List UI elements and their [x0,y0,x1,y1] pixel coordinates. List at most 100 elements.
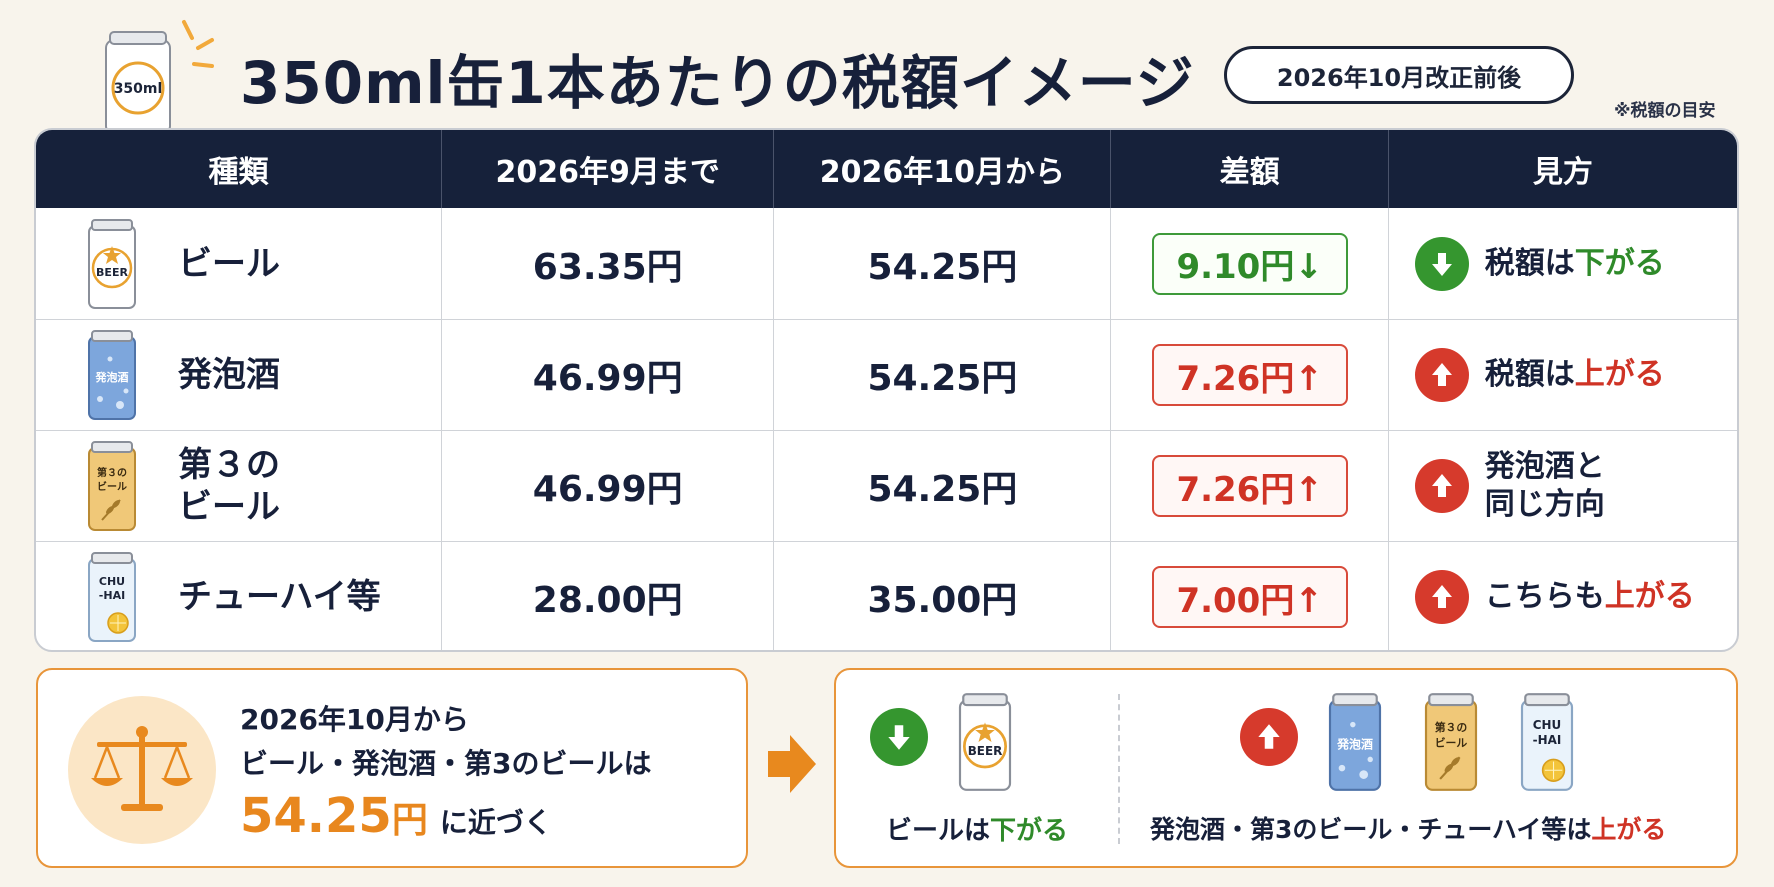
table-row: 第３の ビール 第３の ビール 46.99円 54.25円 7.26円↑ 発泡酒と… [36,430,1737,541]
view-emphasis: 上がる [1604,579,1695,614]
can-label: CHU [99,575,125,588]
can-label: 発泡酒 [1336,737,1373,752]
before-value: 46.99円 [442,431,775,541]
can-size-label: 350ml [114,81,163,97]
sparkle-icon [182,20,214,68]
diff-badge: 7.26円↑ [1151,344,1348,406]
arrow-up-icon [1414,459,1469,513]
summary-suffix: に近づく [439,806,552,839]
after-value: 54.25円 [774,431,1112,541]
arrow-up-icon [1414,570,1469,624]
balance-scale-icon [91,726,193,811]
can-label: 第３の [1435,720,1468,734]
can-label: ビール [1435,735,1468,749]
type-name: 発泡酒 [178,355,280,395]
table-row: 発泡酒 発泡酒 46.99円 54.25円 7.26円↑ 税額は上がる [36,319,1737,430]
caption-emphasis: 上がる [1591,815,1667,844]
type-cell: CHU -HAI チューハイ等 [36,542,443,650]
type-name: チューハイ等 [178,577,381,617]
beer-can-icon: BEER [958,693,1012,791]
can-label: ビール [97,480,127,493]
arrow-up-icon [1414,348,1469,402]
view-cell: 税額は上がる [1389,320,1737,430]
diff-cell: 7.26円↑ [1111,320,1389,430]
can-label: -HAI [1533,733,1562,747]
diff-badge: 7.00円↑ [1151,566,1348,628]
others-up-caption: 発泡酒・第3のビール・チューハイ等は上がる [1150,810,1666,846]
caption-prefix: 発泡酒・第3のビール・チューハイ等は [1150,815,1592,844]
column-header-after: 2026年10月から [774,130,1112,208]
tax-table: 種類 2026年9月まで 2026年10月から 差額 見方 BEER ビール 6… [34,128,1739,652]
arrow-down-icon [870,708,928,766]
view-text: 税額は上がる [1485,356,1665,394]
can-label: BEER [96,266,128,279]
arrow-down-icon [1414,236,1469,291]
beer-down-caption: ビールは下がる [886,810,1068,847]
view-line1: 発泡酒と [1484,449,1605,484]
target-value: 54.25 [240,788,392,844]
happoshu-can-icon: 発泡酒 [1328,693,1382,791]
beer-can-icon: BEER [88,218,136,309]
view-text: 税額は下がる [1485,245,1665,283]
diff-badge: 7.26円↑ [1151,455,1348,517]
summary-text: 2026年10月から ビール・発泡酒・第3のビールは 54.25 円 に近づく [240,698,651,844]
type-cell: 発泡酒 発泡酒 [36,320,443,430]
outcome-panel: BEER ビールは下がる 発泡酒 第３の ビール CHU -HAI 発泡酒・第3… [834,668,1738,868]
can-label: BEER [968,744,1003,758]
before-value: 46.99円 [442,320,775,430]
page-title: 350ml缶1本あたりの税額イメージ [240,49,1195,117]
can-label: 発泡酒 [95,370,129,384]
column-header-diff: 差額 [1111,130,1389,208]
target-unit: 円 [391,800,428,841]
type-name-line1: 第３の [178,445,280,485]
diff-cell: 7.26円↑ [1111,431,1389,541]
column-header-view: 見方 [1532,155,1593,190]
chuhai-can-icon: CHU -HAI [88,552,136,642]
table-row: BEER ビール 63.35円 54.25円 9.10円↓ 税額は下がる [36,208,1737,319]
can-label: 第３の [97,466,127,479]
after-value: 54.25円 [774,320,1112,430]
view-emphasis: 下がる [1574,245,1665,281]
diff-badge: 9.10円↓ [1151,232,1348,295]
before-value: 28.00円 [442,542,775,650]
column-header-type: 種類 [36,130,443,208]
type-cell: 第３の ビール 第３の ビール [36,431,443,541]
view-prefix: こちらも [1484,579,1605,614]
can-label: CHU [1533,718,1561,732]
type-cell: BEER ビール [36,208,443,319]
header: 350ml 350ml缶1本あたりの税額イメージ 2026年10月改正前後 ※税… [0,0,1774,135]
can-350ml-icon: 350ml [105,31,171,135]
third-beer-can-icon: 第３の ビール [1424,693,1478,791]
diff-cell: 7.00円↑ [1111,542,1389,650]
view-prefix: 税額は [1484,357,1575,392]
scale-icon-wrap [68,696,216,844]
summary-line3: 54.25 円 に近づく [240,788,651,844]
type-name: 第３の ビール [178,444,280,528]
third-beer-can-icon: 第３の ビール [88,441,136,531]
before-value: 63.35円 [442,208,775,319]
after-value: 54.25円 [774,208,1112,319]
after-value: 35.00円 [774,542,1112,650]
view-cell: 税額は下がる [1389,208,1737,319]
view-prefix: 税額は [1484,245,1575,281]
view-cell: こちらも上がる [1389,542,1737,650]
divider [1118,694,1120,844]
view-emphasis: 上がる [1574,357,1665,392]
type-name-line2: ビール [178,487,280,527]
can-label: -HAI [99,589,125,602]
arrow-up-icon [1240,708,1298,766]
arrow-right-icon [768,735,816,793]
caption-prefix: ビールは [886,816,991,846]
summary-panel: 2026年10月から ビール・発泡酒・第3のビールは 54.25 円 に近づく [36,668,748,868]
column-header-before: 2026年9月まで [442,130,775,208]
summary-line2: ビール・発泡酒・第3のビールは [240,747,652,780]
diff-cell: 9.10円↓ [1111,208,1389,319]
table-row: CHU -HAI チューハイ等 28.00円 35.00円 7.00円↑ こちら… [36,541,1737,650]
chuhai-can-icon: CHU -HAI [1520,693,1574,791]
view-line2: 同じ方向 [1484,487,1605,522]
period-badge: 2026年10月改正前後 [1224,46,1574,104]
summary-line1: 2026年10月から [240,703,469,736]
caption-emphasis: 下がる [990,816,1069,846]
happoshu-can-icon: 発泡酒 [88,330,136,420]
type-name: ビール [178,243,280,284]
